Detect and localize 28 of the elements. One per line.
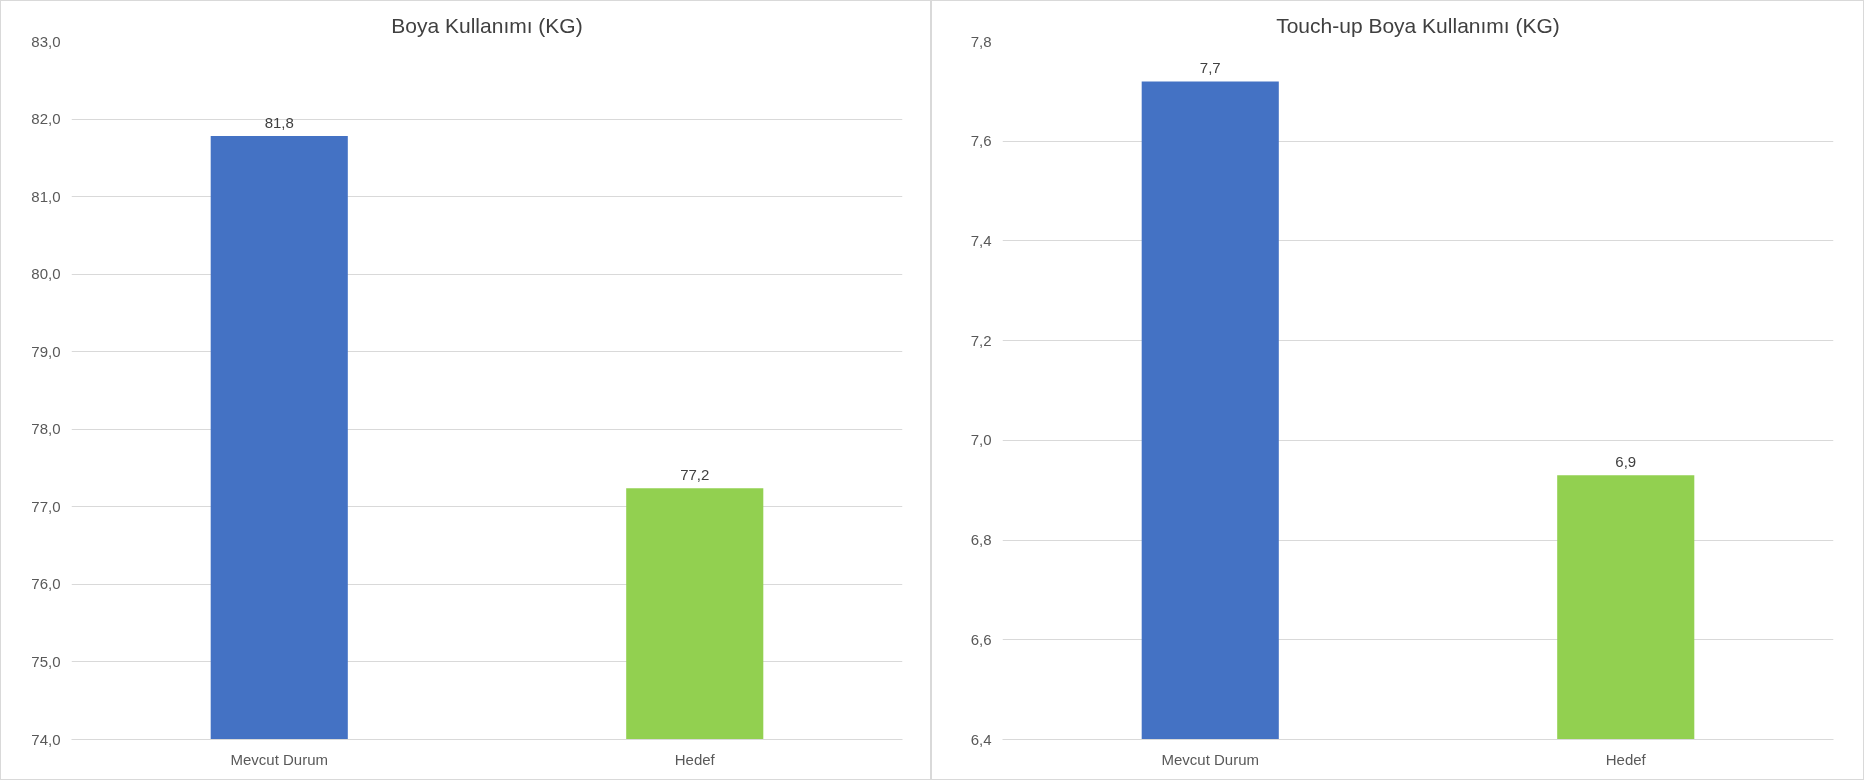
x-tick-label: Hedef: [1605, 750, 1647, 768]
y-tick-label: 7,6: [970, 132, 992, 150]
chart-title: Touch-up Boya Kullanımı (KG): [1276, 13, 1560, 37]
x-tick-label: Hedef: [674, 750, 716, 768]
y-tick-label: 82,0: [31, 110, 61, 128]
y-tick-label: 6,6: [970, 630, 992, 648]
y-tick-label: 74,0: [31, 730, 61, 748]
data-label: 77,2: [680, 465, 710, 483]
y-tick-label: 7,8: [970, 32, 992, 50]
data-label: 6,9: [1615, 452, 1637, 470]
y-tick-label: 6,4: [970, 730, 992, 748]
y-tick-label: 79,0: [31, 342, 61, 360]
y-tick-label: 7,4: [970, 231, 992, 249]
y-tick-label: 83,0: [31, 32, 61, 50]
chart-title: Boya Kullanımı (KG): [391, 13, 583, 37]
y-tick-label: 77,0: [31, 497, 61, 515]
y-tick-label: 7,2: [970, 331, 992, 349]
x-tick-label: Mevcut Durum: [1161, 750, 1260, 768]
data-label: 81,8: [264, 113, 294, 131]
y-tick-label: 76,0: [31, 575, 61, 593]
y-tick-label: 78,0: [31, 420, 61, 438]
y-tick-label: 7,0: [970, 431, 992, 449]
y-tick-label: 80,0: [31, 265, 61, 283]
y-tick-label: 81,0: [31, 187, 61, 205]
y-tick-label: 75,0: [31, 652, 61, 670]
data-label: 7,7: [1199, 59, 1221, 77]
y-tick-label: 6,8: [970, 531, 992, 549]
x-tick-label: Mevcut Durum: [230, 750, 329, 768]
